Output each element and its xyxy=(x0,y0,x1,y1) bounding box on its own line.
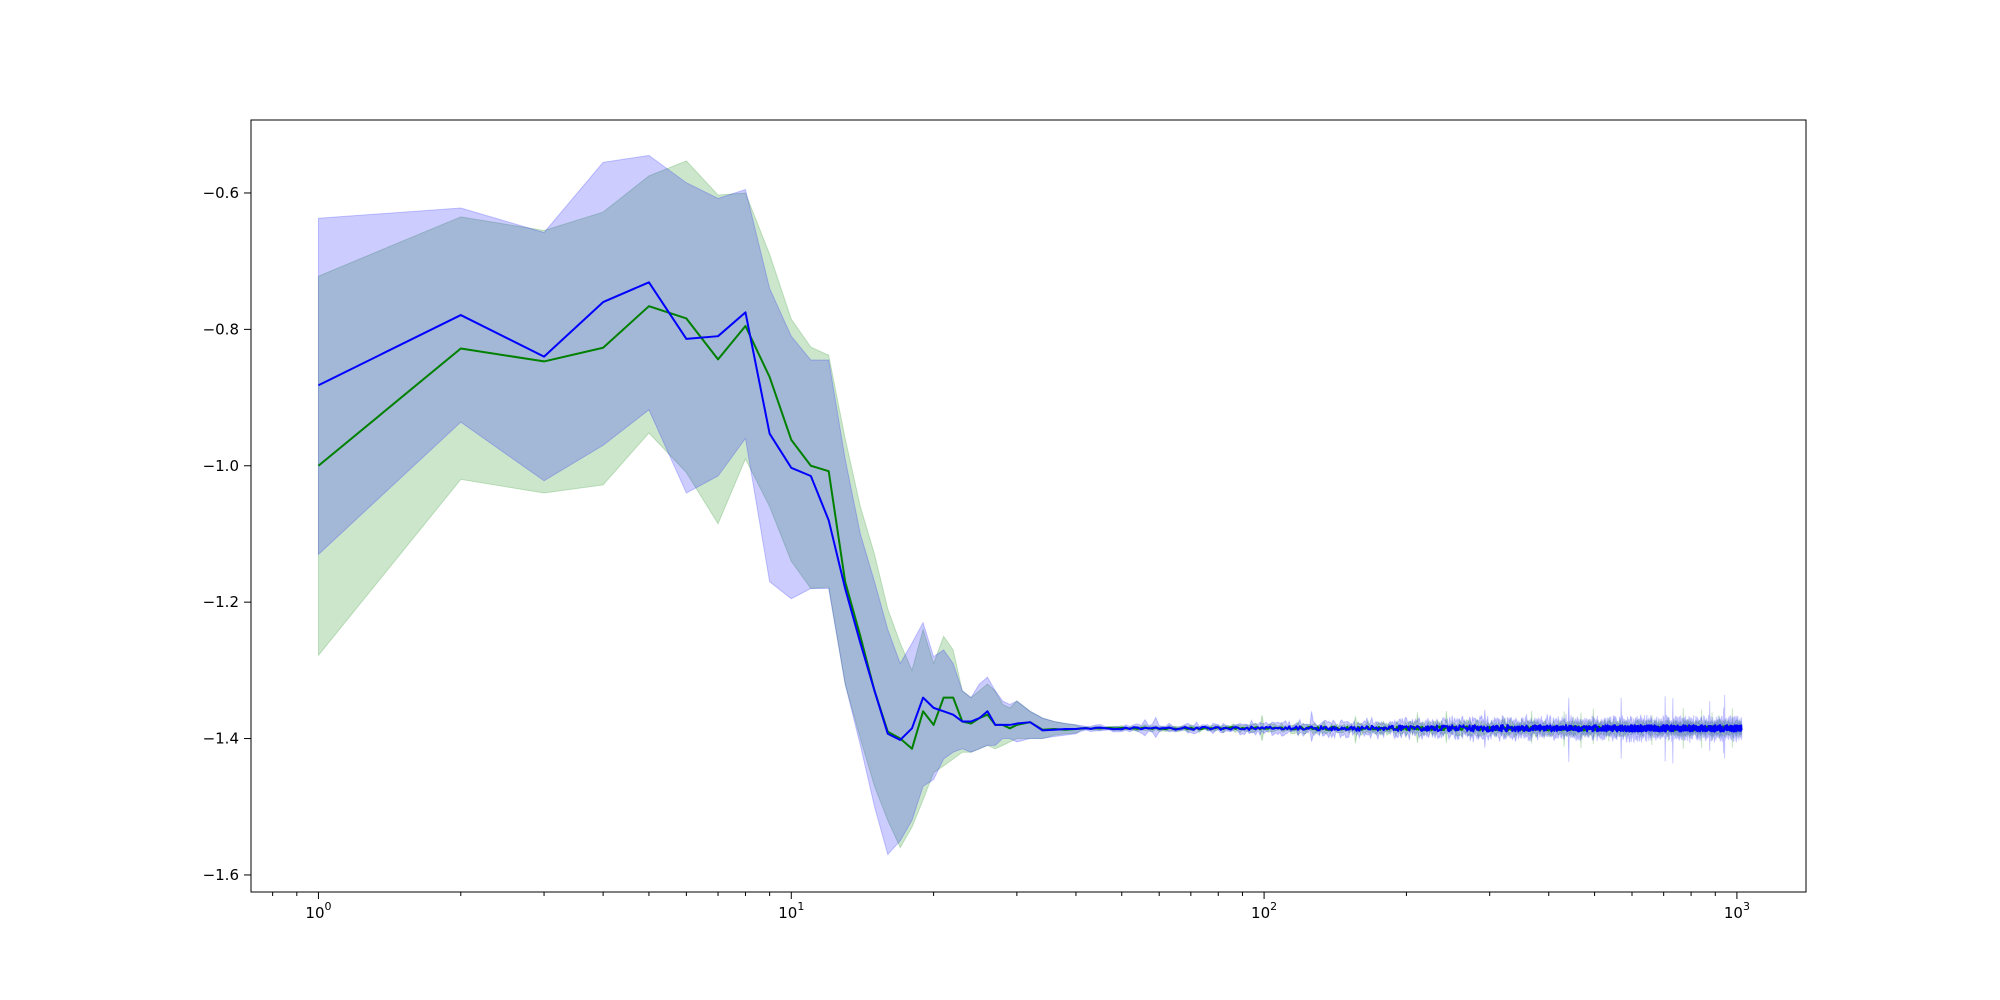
series-1-band xyxy=(317,160,1743,849)
x-tick-exponent: 2 xyxy=(1270,900,1277,913)
series-2-band xyxy=(317,154,1743,856)
x-tick-label: 100 xyxy=(305,900,331,922)
x-tick-base: 10 xyxy=(1251,904,1270,922)
y-axis: −0.6 −0.8 −1.0 −1.2 −1.4 −1.6 xyxy=(203,184,251,884)
x-tick-label: 102 xyxy=(1251,900,1277,922)
x-tick-base: 10 xyxy=(1724,904,1743,922)
x-tick-exponent: 1 xyxy=(797,900,804,913)
y-tick-label: −0.6 xyxy=(203,184,239,202)
plot-frame xyxy=(250,119,1807,893)
y-tick-label: −1.2 xyxy=(203,593,239,611)
y-tick-label: −0.8 xyxy=(203,320,239,338)
x-tick-label: 103 xyxy=(1724,900,1750,922)
plot-area xyxy=(251,120,1806,892)
series-lines xyxy=(317,281,1743,750)
confidence-bands xyxy=(317,154,1743,856)
x-tick-exponent: 3 xyxy=(1743,900,1750,913)
y-tick-label: −1.0 xyxy=(203,457,239,475)
x-axis: 100 101 102 103 xyxy=(272,892,1750,922)
y-tick-label: −1.6 xyxy=(203,866,239,884)
x-tick-base: 10 xyxy=(778,904,797,922)
x-tick-exponent: 0 xyxy=(325,900,332,913)
y-tick-label: −1.4 xyxy=(203,730,239,748)
series-2-line xyxy=(318,281,1743,741)
x-tick-label: 101 xyxy=(778,900,804,922)
x-tick-base: 10 xyxy=(305,904,324,922)
